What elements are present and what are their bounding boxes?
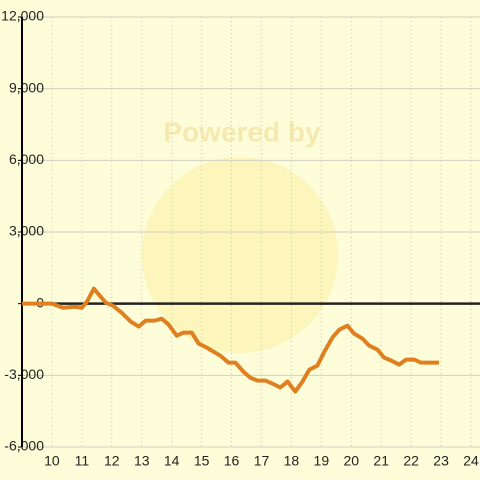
watermark-logo (142, 157, 338, 353)
y-tick-label: 12,000 (1, 8, 44, 24)
x-tick-label: 10 (44, 453, 60, 469)
x-tick-label: 17 (254, 453, 270, 469)
y-tick-label: 9,000 (9, 79, 44, 95)
x-tick-label: 23 (433, 453, 449, 469)
y-tick-label: -6,000 (4, 438, 44, 454)
x-tick-label: 19 (314, 453, 330, 469)
x-tick-label: 11 (75, 453, 90, 469)
x-tick-label: 20 (343, 453, 359, 469)
y-tick-label: 3,000 (9, 223, 44, 239)
x-tick-label: 18 (284, 453, 300, 469)
x-tick-label: 24 (463, 453, 479, 469)
x-tick-label: 12 (104, 453, 120, 469)
y-tick-label: -3,000 (4, 366, 44, 382)
watermark: Powered by (163, 116, 321, 147)
x-tick-label: 13 (134, 453, 150, 469)
data-line (22, 286, 439, 394)
x-tick-label: 21 (373, 453, 389, 469)
x-tick-label: 14 (164, 453, 180, 469)
x-tick-label: 15 (194, 453, 210, 469)
y-tick-label: 6,000 (9, 151, 44, 167)
x-tick-label: 22 (403, 453, 419, 469)
x-tick-label: 16 (224, 453, 240, 469)
